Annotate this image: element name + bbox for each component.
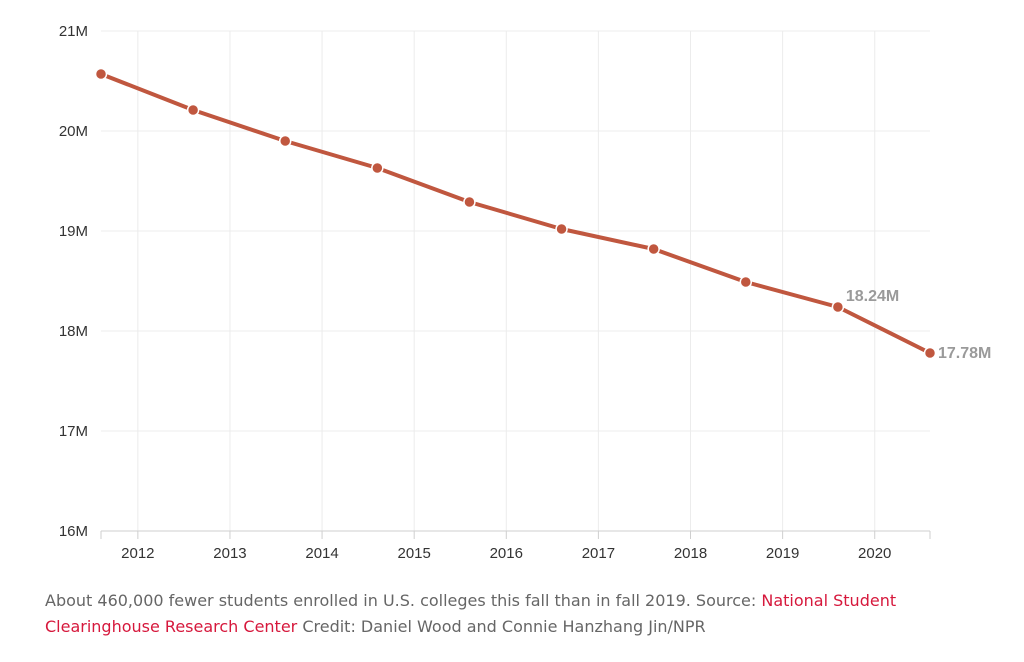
x-tick-label: 2014 [305, 545, 338, 562]
x-tick-label: 2013 [213, 545, 246, 562]
data-point[interactable] [831, 300, 845, 314]
x-tick-label: 2015 [397, 545, 430, 562]
y-tick-label: 16M [59, 523, 88, 540]
source-link[interactable]: National Student Clearinghouse Research … [45, 591, 897, 636]
x-axis-ticks [100, 531, 931, 539]
series-line [99, 72, 932, 355]
caption-text: About 460,000 fewer students enrolled in… [45, 591, 762, 610]
figure-caption: About 460,000 fewer students enrolled in… [45, 588, 995, 640]
data-point[interactable] [923, 346, 937, 360]
vertical-gridlines [137, 31, 876, 531]
y-tick-label: 20M [59, 123, 88, 140]
data-label: 18.24M [846, 288, 899, 305]
horizontal-gridlines [101, 30, 930, 432]
data-label: 17.78M [938, 345, 991, 362]
data-labels: 18.24M 17.78M [846, 288, 991, 362]
data-point[interactable] [94, 67, 108, 81]
y-axis-tick-labels: 16M 17M 18M 19M 20M 21M [59, 23, 88, 540]
data-point[interactable] [463, 195, 476, 209]
series-group [94, 67, 937, 360]
data-point[interactable] [278, 134, 292, 148]
y-tick-label: 19M [59, 223, 88, 240]
data-point[interactable] [371, 161, 384, 175]
x-tick-label: 2016 [490, 545, 523, 562]
x-tick-label: 2012 [121, 545, 154, 562]
y-tick-label: 17M [59, 423, 88, 440]
data-point[interactable] [186, 103, 200, 117]
credit-text: Credit: Daniel Wood and Connie Hanzhang … [297, 617, 706, 636]
data-point[interactable] [739, 275, 753, 289]
x-tick-label: 2018 [674, 545, 707, 562]
y-tick-label: 18M [59, 323, 88, 340]
data-point[interactable] [647, 242, 660, 256]
x-tick-label: 2017 [582, 545, 615, 562]
x-tick-label: 2020 [858, 545, 891, 562]
data-point[interactable] [555, 222, 568, 236]
x-tick-label: 2019 [766, 545, 799, 562]
y-tick-label: 21M [59, 23, 88, 40]
x-axis-tick-labels: 2012 2013 2014 2015 2016 2017 2018 2019 2020 [121, 545, 891, 562]
